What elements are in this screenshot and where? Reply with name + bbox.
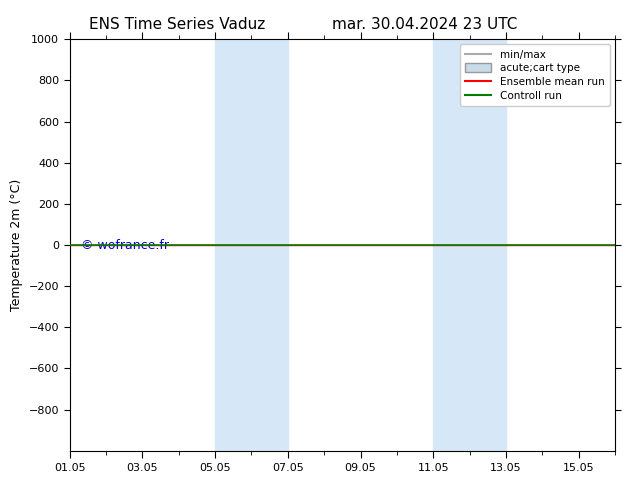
Text: mar. 30.04.2024 23 UTC: mar. 30.04.2024 23 UTC bbox=[332, 17, 517, 32]
Y-axis label: Temperature 2m (°C): Temperature 2m (°C) bbox=[10, 179, 23, 311]
Text: ENS Time Series Vaduz: ENS Time Series Vaduz bbox=[89, 17, 266, 32]
Text: © wofrance.fr: © wofrance.fr bbox=[81, 239, 169, 251]
Legend: min/max, acute;cart type, Ensemble mean run, Controll run: min/max, acute;cart type, Ensemble mean … bbox=[460, 45, 610, 106]
Bar bbox=[215, 39, 288, 451]
Bar bbox=[433, 39, 506, 451]
